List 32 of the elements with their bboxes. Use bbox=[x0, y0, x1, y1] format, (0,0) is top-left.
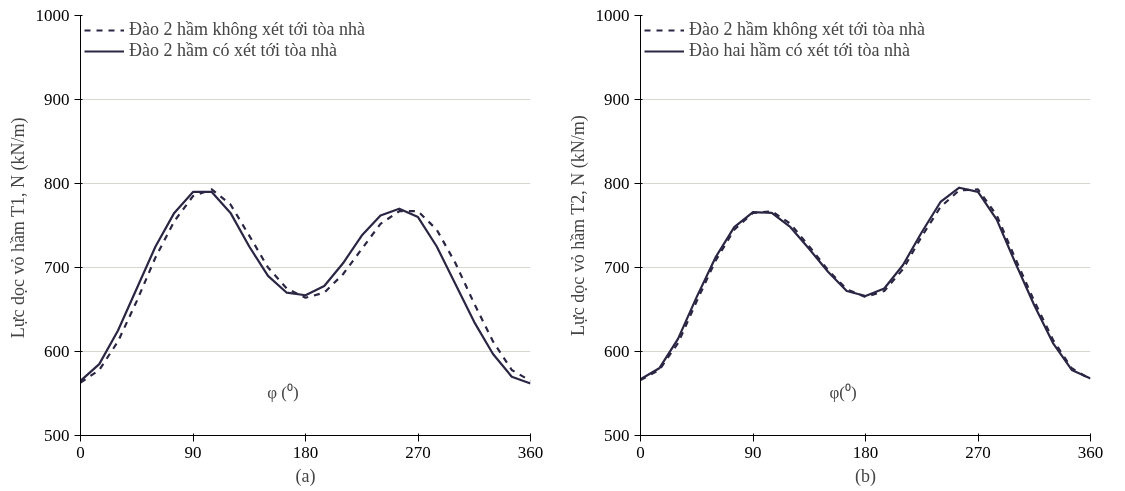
legend-label: Đào 2 hầm không xét tới tòa nhà bbox=[129, 19, 365, 40]
y-tick-label: 800 bbox=[44, 174, 70, 193]
y-tick-label: 700 bbox=[44, 258, 70, 277]
legend-label: Đào hai hầm có xét tới tòa nhà bbox=[689, 40, 910, 61]
x-tick-label: 180 bbox=[292, 442, 319, 462]
y-tick-label: 900 bbox=[44, 90, 70, 109]
annotation: φ(⁰) bbox=[829, 382, 857, 402]
y-tick-label: 600 bbox=[44, 342, 70, 361]
y-axis-title: Lực dọc vỏ hầm T2, N (kN/m) bbox=[567, 115, 589, 337]
x-tick-label: 270 bbox=[965, 442, 991, 462]
y-tick-label: 1000 bbox=[595, 6, 630, 25]
y-tick-label: 1000 bbox=[35, 6, 70, 25]
x-tick-label: 0 bbox=[76, 442, 85, 462]
annotation: φ (⁰) bbox=[267, 382, 299, 402]
x-tick-label: 180 bbox=[852, 442, 879, 462]
x-tick-label: 360 bbox=[517, 442, 544, 462]
y-tick-label: 600 bbox=[604, 342, 630, 361]
x-tick-label: 360 bbox=[1077, 442, 1104, 462]
legend-label: Đào 2 hầm có xét tới tòa nhà bbox=[129, 40, 337, 61]
y-tick-label: 900 bbox=[604, 90, 630, 109]
y-tick-label: 800 bbox=[604, 174, 630, 193]
y-tick-label: 500 bbox=[44, 426, 70, 445]
y-tick-label: 700 bbox=[604, 258, 630, 277]
x-tick-label: 0 bbox=[636, 442, 645, 462]
x-axis-title: (b) bbox=[855, 465, 877, 487]
legend-label: Đào 2 hầm không xét tới tòa nhà bbox=[689, 19, 925, 40]
x-tick-label: 270 bbox=[405, 442, 431, 462]
x-axis-title: (a) bbox=[295, 465, 316, 487]
x-tick-label: 90 bbox=[744, 442, 762, 462]
y-tick-label: 500 bbox=[604, 426, 630, 445]
y-axis-title: Lực dọc vỏ hầm T1, N (kN/m) bbox=[7, 117, 29, 339]
x-tick-label: 90 bbox=[184, 442, 202, 462]
